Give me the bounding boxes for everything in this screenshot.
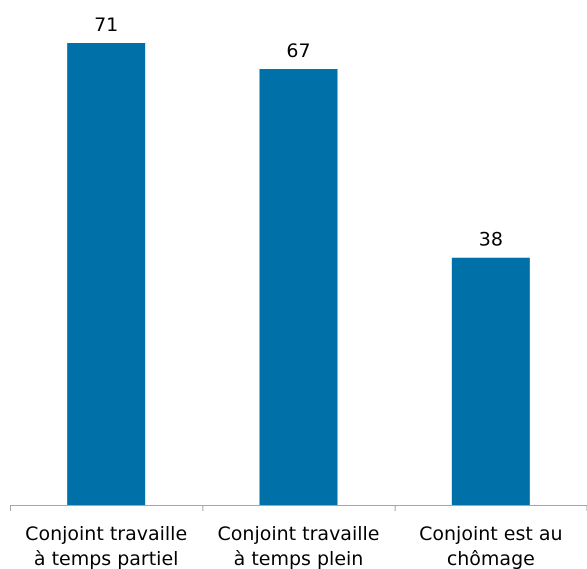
- x-axis: [10, 505, 587, 511]
- category-label-3-line-1: Conjoint est au: [419, 523, 562, 545]
- bar-3: [451, 257, 530, 505]
- value-label-3: 38: [479, 229, 503, 251]
- bars-layer: [67, 43, 530, 505]
- category-label-1-line-1: Conjoint travaille: [25, 523, 187, 545]
- category-label-1-line-2: à temps partiel: [34, 548, 179, 569]
- category-labels-layer: Conjoint travaille à temps partielConjoin…: [25, 523, 562, 569]
- category-label-2: Conjoint travaille à temps plein: [218, 523, 380, 569]
- category-label-3: Conjoint est au chômage: [419, 523, 562, 569]
- bar-2: [259, 69, 338, 505]
- category-label-2-line-2: à temps plein: [234, 548, 364, 569]
- category-label-3-line-2: chômage: [447, 548, 535, 569]
- bar-1: [67, 43, 146, 505]
- category-label-2-line-1: Conjoint travaille: [218, 523, 380, 545]
- value-label-1: 71: [94, 14, 118, 36]
- value-labels-layer: 71 67 38: [94, 14, 503, 251]
- value-label-2: 67: [286, 40, 310, 62]
- category-label-1: Conjoint travaille à temps partiel: [25, 523, 187, 569]
